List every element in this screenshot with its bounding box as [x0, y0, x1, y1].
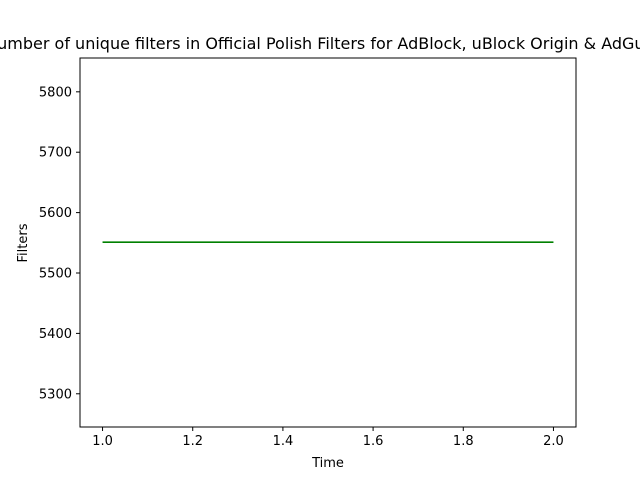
y-axis-label: Filters	[16, 223, 31, 262]
x-tick-label: 1.6	[363, 434, 384, 449]
x-tick-label: 1.2	[182, 434, 203, 449]
y-tick-label: 5400	[39, 327, 72, 342]
y-tick-label: 5700	[39, 146, 72, 161]
y-tick-label: 5800	[39, 85, 72, 100]
y-tick-label: 5500	[39, 266, 72, 281]
axes-frame	[79, 57, 577, 428]
x-tick-label: 1.4	[273, 434, 294, 449]
x-tick-label: 1.0	[92, 434, 113, 449]
y-tick-label: 5300	[39, 387, 72, 402]
y-tick-label: 5600	[39, 206, 72, 221]
axis-ticks: 1.0 1.2 1.4 1.6 1.8 2.0 5300 5400 5500 5600 5700 58…	[39, 85, 564, 449]
x-tick-label: 2.0	[543, 434, 564, 449]
chart-title: Number of unique filters in Official Pol…	[0, 34, 640, 53]
x-tick-label: 1.8	[453, 434, 474, 449]
x-axis-label: Time	[311, 456, 344, 471]
